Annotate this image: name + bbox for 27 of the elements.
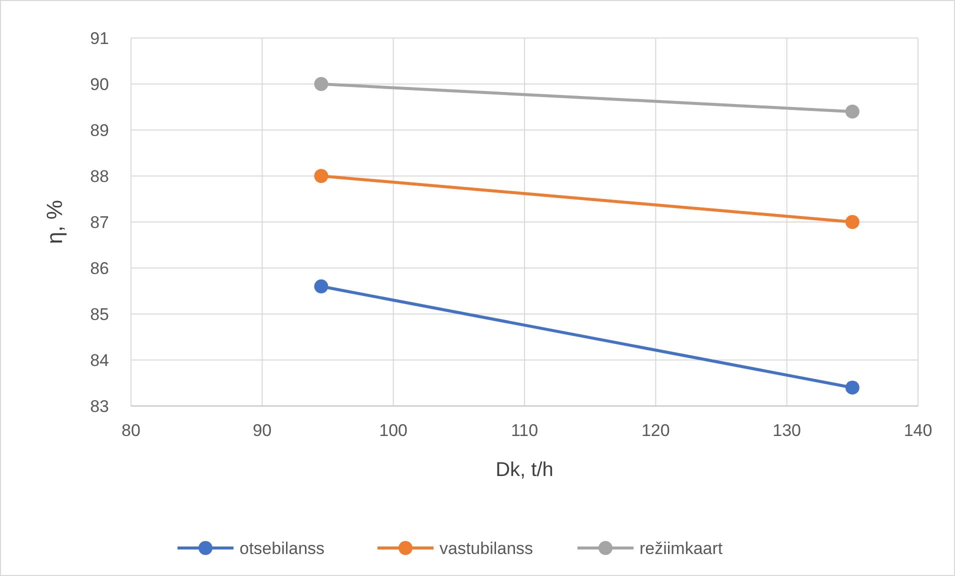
point bbox=[314, 169, 328, 183]
x-tick-label: 90 bbox=[252, 421, 272, 440]
point bbox=[314, 279, 328, 294]
x-axis-title: Dk, t/h bbox=[496, 459, 554, 481]
x-tick-label: 130 bbox=[772, 421, 802, 440]
y-tick-label: 87 bbox=[90, 212, 109, 232]
point bbox=[845, 215, 860, 229]
x-tick-label: 80 bbox=[122, 421, 140, 440]
y-tick-label: 86 bbox=[90, 258, 109, 278]
x-tick-label: 120 bbox=[641, 421, 670, 440]
y-tick-label: 89 bbox=[90, 120, 109, 140]
x-tick-label: 140 bbox=[904, 421, 932, 440]
y-axis-title: η, % bbox=[42, 200, 67, 244]
x-tick-label: 100 bbox=[379, 421, 408, 440]
y-tick-label: 83 bbox=[90, 396, 109, 416]
point bbox=[845, 104, 860, 119]
legend-label: otsebilanss bbox=[240, 538, 325, 558]
y-tick-label: 85 bbox=[90, 304, 109, 324]
y-tick-label: 91 bbox=[90, 28, 109, 48]
legend-label: režiimkaart bbox=[640, 538, 723, 558]
y-tick-label: 90 bbox=[90, 74, 109, 94]
point bbox=[845, 380, 860, 395]
point bbox=[314, 77, 328, 91]
x-tick-label: 110 bbox=[510, 421, 538, 440]
legend-label: vastubilanss bbox=[440, 538, 534, 558]
y-tick-label: 88 bbox=[90, 166, 109, 186]
y-tick-label: 84 bbox=[90, 350, 109, 370]
